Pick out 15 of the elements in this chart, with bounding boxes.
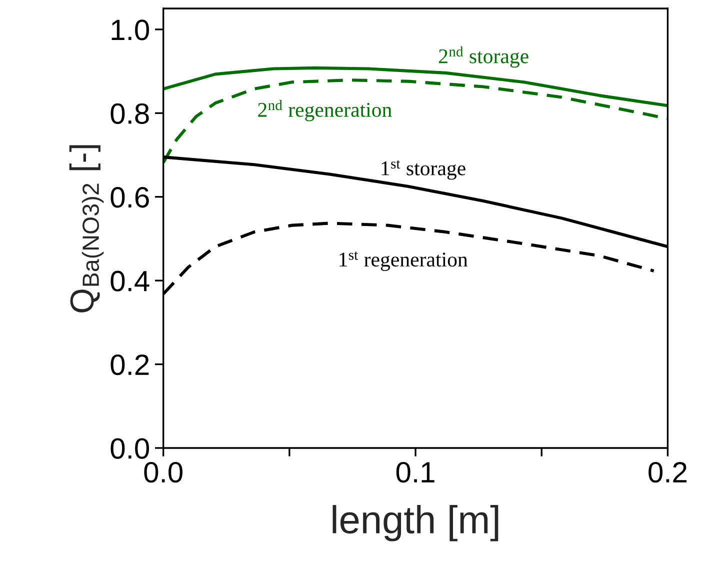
x-tick-label: 0.0: [144, 462, 182, 483]
y-tick-label: 0.2: [110, 354, 149, 376]
x-tick-label: 0.2: [648, 462, 687, 483]
y-tick-label: 0.6: [110, 187, 149, 208]
x-axis-title: length [m]: [332, 505, 498, 542]
y-axis-title: Q$_{Ba(NO3)2}$ [-]: [69, 145, 104, 312]
series-label: 2$^{nd}$ storage: [439, 46, 528, 68]
series-label: 2$^{nd}$ regeneration: [258, 100, 392, 122]
y-tick-label: 1.0: [112, 20, 149, 40]
series-label: 1$^{st}$ regeneration: [340, 252, 468, 271]
series-label: 1$^{st}$ storage: [382, 160, 466, 180]
y-tick-label: 0.0: [110, 438, 149, 459]
y-tick-label: 0.4: [110, 270, 150, 292]
x-tick-label: 0.1: [396, 462, 434, 483]
y-tick-label: 0.8: [110, 103, 149, 124]
